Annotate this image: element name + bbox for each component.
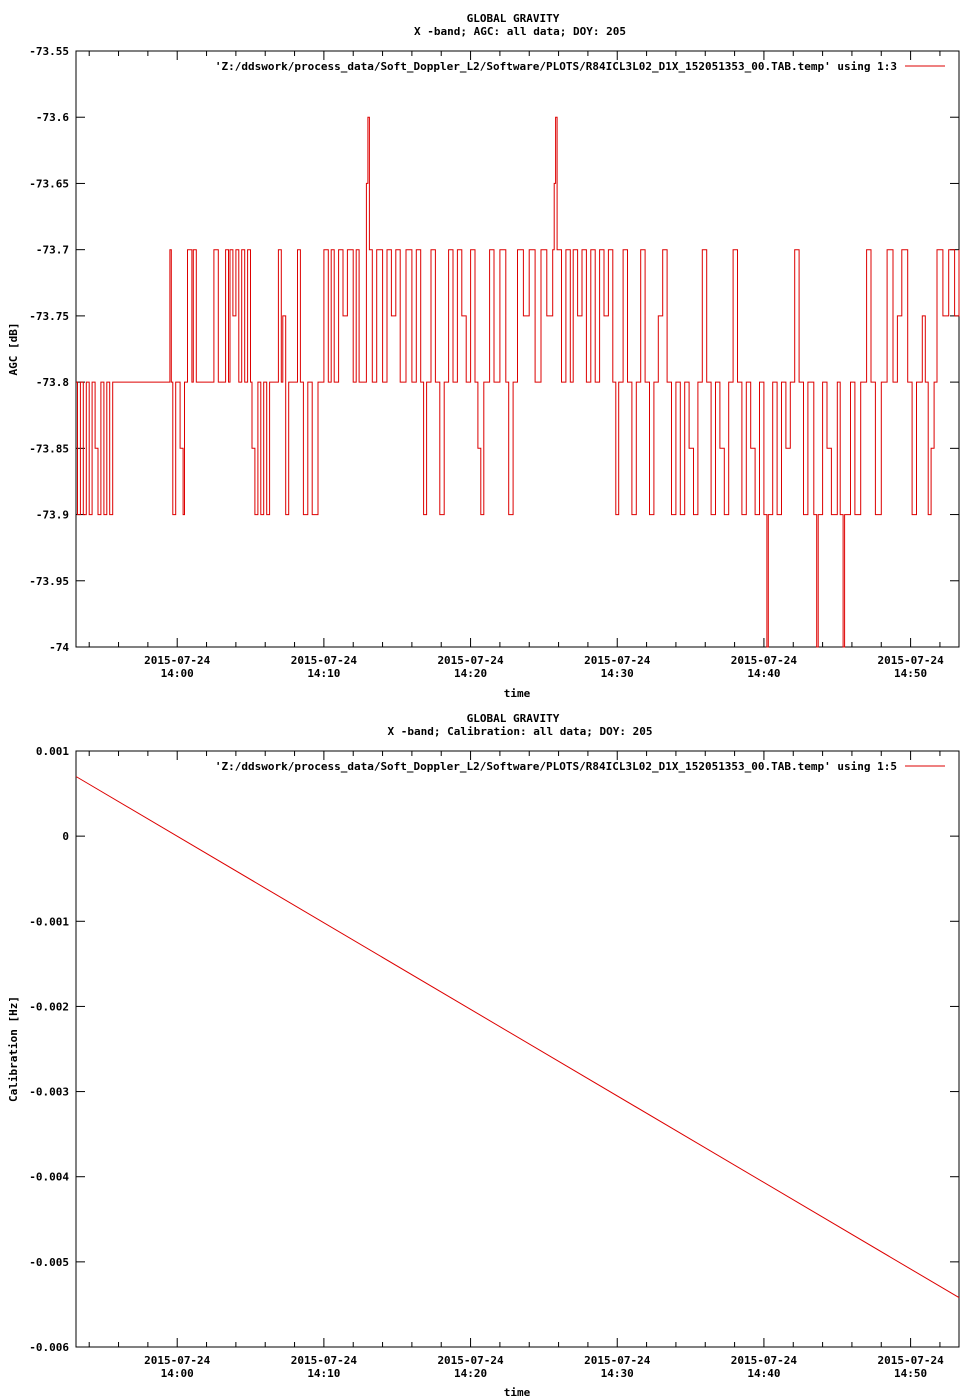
- x-tick-label-time: 14:00: [161, 667, 194, 680]
- x-tick-label-time: 14:10: [307, 1367, 340, 1380]
- x-tick-label-date: 2015-07-24: [437, 1354, 504, 1367]
- x-tick-label-date: 2015-07-24: [291, 654, 358, 667]
- y-tick-label: -74: [49, 641, 69, 654]
- x-tick-label-date: 2015-07-24: [877, 654, 944, 667]
- x-axis: 2015-07-2414:002015-07-2414:102015-07-24…: [88, 751, 944, 1380]
- chart-subtitle: X -band; Calibration: all data; DOY: 205: [388, 725, 653, 738]
- x-tick-label-date: 2015-07-24: [731, 654, 798, 667]
- x-tick-label-time: 14:20: [454, 1367, 487, 1380]
- x-tick-label-date: 2015-07-24: [584, 1354, 651, 1367]
- x-tick-label-date: 2015-07-24: [144, 1354, 211, 1367]
- y-tick-label: -73.75: [29, 310, 69, 323]
- y-tick-label: -73.65: [29, 177, 69, 190]
- x-tick-label-time: 14:50: [894, 1367, 927, 1380]
- legend-label: 'Z:/ddswork/process_data/Soft_Doppler_L2…: [215, 60, 897, 73]
- x-tick-label-time: 14:40: [747, 1367, 780, 1380]
- y-axis-label: AGC [dB]: [7, 323, 20, 376]
- y-tick-label: -0.001: [29, 915, 69, 928]
- y-tick-label: -0.004: [29, 1171, 69, 1184]
- y-tick-label: -73.8: [36, 376, 69, 389]
- y-axis-label: Calibration [Hz]: [7, 996, 20, 1102]
- x-tick-label-time: 14:20: [454, 667, 487, 680]
- y-tick-label: -0.002: [29, 1000, 69, 1013]
- chart-title: GLOBAL GRAVITY: [467, 12, 560, 25]
- y-tick-label: -0.006: [29, 1341, 69, 1354]
- agc-series-line: [76, 116, 960, 648]
- x-tick-label-date: 2015-07-24: [731, 1354, 798, 1367]
- y-tick-label: -0.005: [29, 1256, 69, 1269]
- legend-label: 'Z:/ddswork/process_data/Soft_Doppler_L2…: [215, 760, 897, 773]
- y-tick-label: -73.6: [36, 111, 69, 124]
- y-tick-label: -73.9: [36, 509, 69, 522]
- x-tick-label-time: 14:00: [161, 1367, 194, 1380]
- x-tick-label-date: 2015-07-24: [144, 654, 211, 667]
- x-tick-label-time: 14:10: [307, 667, 340, 680]
- y-tick-label: 0: [62, 830, 69, 843]
- chart-subtitle: X -band; AGC: all data; DOY: 205: [414, 25, 626, 38]
- y-tick-label: -73.85: [29, 442, 69, 455]
- x-tick-label-time: 14:50: [894, 667, 927, 680]
- y-tick-label: -73.7: [36, 244, 69, 257]
- y-tick-label: 0.001: [36, 745, 69, 758]
- x-tick-label-time: 14:30: [601, 1367, 634, 1380]
- x-axis: 2015-07-2414:002015-07-2414:102015-07-24…: [88, 51, 944, 680]
- plot-frame: [75, 50, 960, 648]
- x-tick-label-date: 2015-07-24: [291, 1354, 358, 1367]
- y-tick-label: -73.95: [29, 575, 69, 588]
- plot-frame: [75, 750, 960, 1348]
- calibration-series-line: [75, 776, 960, 1299]
- y-tick-label: -73.55: [29, 45, 69, 58]
- y-tick-label: -0.003: [29, 1086, 69, 1099]
- chart-title: GLOBAL GRAVITY: [467, 712, 560, 725]
- x-tick-label-date: 2015-07-24: [877, 1354, 944, 1367]
- y-axis: 0.001 0 -0.001 -0.002 -0.003 -0.004 -0.005 -0.0…: [29, 745, 959, 1354]
- x-axis-label: time: [504, 1386, 531, 1399]
- x-axis-label: time: [504, 687, 531, 700]
- x-tick-label-time: 14:30: [601, 667, 634, 680]
- calibration-chart: GLOBAL GRAVITY X -band; Calibration: all…: [7, 712, 960, 1399]
- y-axis: -73.55 -73.6 -73.65 -73.7 -73.75 -73.8 -73.85 -…: [29, 45, 959, 654]
- x-tick-label-date: 2015-07-24: [584, 654, 651, 667]
- x-tick-label-date: 2015-07-24: [437, 654, 504, 667]
- agc-chart: GLOBAL GRAVITY X -band; AGC: all data; D…: [7, 12, 960, 700]
- x-tick-label-time: 14:40: [747, 667, 780, 680]
